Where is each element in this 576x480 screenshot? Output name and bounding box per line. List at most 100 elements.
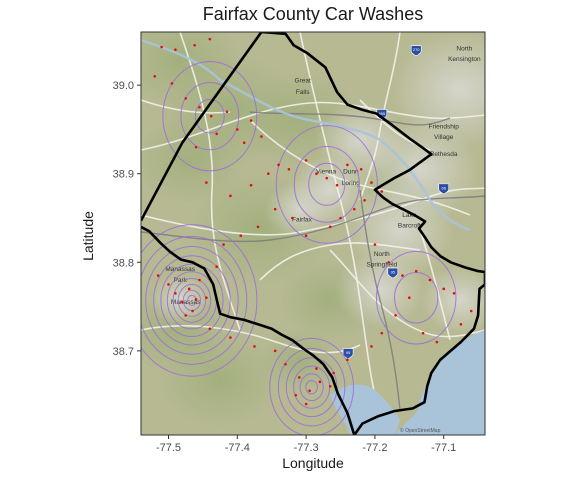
place-label: Barcroft [398,223,421,230]
shield-label: 66 [441,185,446,190]
car-wash-point [352,207,356,211]
x-tick-label: -77.3 [294,442,319,454]
road [259,242,421,281]
y-tick-label: 39.0 [113,80,134,92]
car-wash-point [435,340,439,344]
density-contour [141,224,258,377]
density-contour [141,235,248,365]
car-wash-point [328,225,332,229]
car-wash-point [339,216,342,220]
car-wash-point [387,260,390,264]
interstate-shield-icon: 270 [410,45,422,57]
x-axis-ticks: -77.5 -77.4 -77.3 -77.2 -77.1 [156,435,456,454]
major-road [359,189,401,411]
car-wash-point [346,163,349,167]
car-wash-point [242,141,246,145]
density-contour [160,263,224,338]
car-wash-point [294,393,298,397]
place-label: Vienna [316,169,337,176]
density-contour [305,379,318,395]
car-wash-point [208,327,212,331]
x-tick-label: -77.5 [156,442,181,454]
car-wash-point [253,345,256,348]
car-wash-point [160,45,163,49]
car-wash-point [287,167,291,171]
place-label: Friendship [429,124,460,131]
x-axis-title: Longitude [282,455,344,471]
car-wash-point [325,176,329,180]
car-wash-point [222,243,225,246]
density-contour [177,283,207,317]
car-wash-point [380,190,384,193]
density-contour [277,347,346,427]
car-wash-point [187,287,191,291]
car-wash-point [332,371,335,375]
y-axis-title: Latitude [80,211,96,261]
car-wash-point [256,225,260,229]
y-tick-label: 38.8 [113,257,134,269]
density-contour [308,162,346,206]
car-wash-point [184,314,188,317]
place-label: North [374,251,390,258]
map-attribution: © OpenStreetMap [400,427,441,434]
car-wash-point [184,97,188,100]
car-wash-point [318,380,322,384]
road [141,101,485,151]
shield-body [410,45,422,57]
car-wash-point [236,128,239,131]
terrain-urban-patch [420,266,485,334]
terrain-urban-patch [265,180,335,240]
car-wash-point [373,243,377,246]
y-tick-label: 38.7 [113,346,134,358]
car-wash-point [205,181,208,184]
car-wash-point [225,110,229,114]
y-tick-label: 38.9 [113,169,134,181]
car-wash-point [401,274,404,277]
x-tick-label: -77.4 [225,442,250,454]
density-contour [269,337,355,435]
car-wash-point [167,283,170,286]
potomac-river-south [395,330,485,435]
terrain-green-patch [260,328,340,392]
car-wash-point [153,74,157,78]
place-label: Bethesda [430,151,458,158]
car-wash-point [156,274,160,277]
car-wash-point [380,331,384,335]
car-wash-point [191,309,194,313]
basemap-water [141,38,485,435]
place-label: Park [174,277,188,284]
car-wash-point [209,114,213,118]
density-contour [275,124,378,244]
car-wash-point [452,291,456,295]
place-label: Manassas [165,266,195,273]
car-wash-point [304,159,308,162]
car-wash-point [442,287,446,291]
car-wash-point [459,322,463,326]
plot-title: Fairfax County Car Washes [202,4,424,24]
car-wash-point [198,105,201,109]
county-boundary-line [141,32,485,435]
car-wash-point [394,314,397,317]
car-wash-point [273,207,277,211]
car-wash-point [273,349,277,353]
shield-label: 95 [346,350,351,355]
map-panel: Great Falls North Kensington Friendship Villa… [141,32,485,435]
car-wash-point [308,389,311,393]
road [299,32,386,435]
car-wash-point [304,402,308,406]
car-wash-point [215,132,218,136]
car-wash-point [346,358,349,362]
place-label: Fairfax [292,217,313,224]
car-wash-point [180,300,184,304]
car-wash-point [304,234,308,238]
place-label: Kensington [448,56,481,63]
interstate-shield-icon: 95 [387,267,399,279]
car-wash-point [421,331,425,335]
car-wash-point [284,362,287,366]
car-wash-point [229,194,232,198]
road [359,32,401,201]
basemap-terrain [141,32,485,428]
place-label: Great [295,77,311,84]
density-contour [194,98,225,134]
car-wash-point [291,216,294,220]
